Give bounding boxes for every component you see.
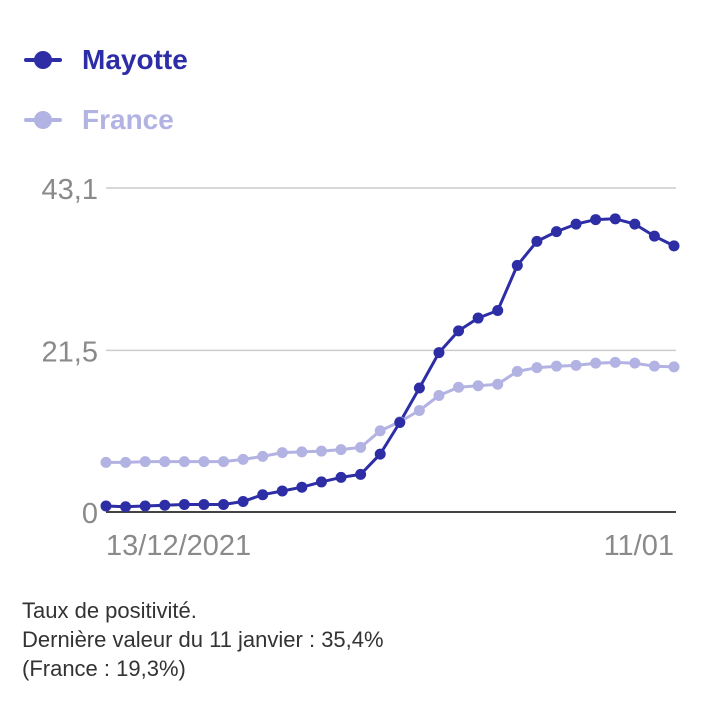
caption-line-3: (France : 19,3%) bbox=[22, 656, 186, 681]
data-point-mayotte bbox=[472, 312, 484, 324]
x-tick-label-end: 11/01 bbox=[604, 530, 674, 562]
data-point-mayotte bbox=[276, 485, 288, 497]
data-point-mayotte bbox=[120, 501, 132, 513]
data-point-mayotte bbox=[178, 498, 190, 510]
data-point-france bbox=[511, 365, 523, 377]
data-point-mayotte bbox=[492, 305, 504, 317]
data-point-france bbox=[335, 444, 347, 456]
data-point-mayotte bbox=[511, 259, 523, 271]
legend-item-mayotte[interactable]: Mayotte bbox=[24, 30, 188, 90]
legend-label-mayotte: Mayotte bbox=[82, 44, 188, 75]
data-point-france bbox=[668, 361, 680, 373]
data-point-france bbox=[218, 456, 230, 468]
data-point-mayotte bbox=[590, 214, 602, 226]
data-point-france bbox=[550, 360, 562, 372]
data-point-france bbox=[433, 389, 445, 401]
data-point-france bbox=[276, 447, 288, 459]
data-point-mayotte bbox=[198, 498, 210, 510]
data-point-france bbox=[159, 456, 171, 468]
data-point-france bbox=[453, 381, 465, 393]
data-point-france bbox=[413, 405, 425, 417]
y-tick-label-0: 0 bbox=[82, 498, 98, 530]
data-point-mayotte bbox=[413, 382, 425, 394]
data-point-mayotte bbox=[355, 468, 367, 480]
chart-caption: Taux de positivité. Dernière valeur du 1… bbox=[22, 596, 384, 683]
data-point-mayotte bbox=[531, 235, 543, 247]
caption-line-2: Dernière valeur du 11 janvier : 35,4% bbox=[22, 627, 384, 652]
data-point-france bbox=[472, 380, 484, 392]
legend-marker-mayotte bbox=[24, 50, 62, 70]
legend-item-france[interactable]: France bbox=[24, 90, 188, 150]
data-point-mayotte bbox=[218, 498, 230, 510]
data-point-france bbox=[609, 356, 621, 368]
data-point-mayotte bbox=[237, 495, 249, 507]
data-point-mayotte bbox=[609, 213, 621, 225]
data-point-mayotte bbox=[257, 489, 269, 501]
data-point-mayotte bbox=[315, 476, 327, 488]
data-point-france bbox=[178, 456, 190, 468]
data-point-mayotte bbox=[159, 499, 171, 511]
data-point-france bbox=[296, 446, 308, 458]
data-point-mayotte bbox=[335, 471, 347, 483]
x-tick-label-start: 13/12/2021 bbox=[106, 530, 251, 562]
legend-label-france: France bbox=[82, 104, 174, 135]
data-point-mayotte bbox=[648, 230, 660, 242]
data-point-mayotte bbox=[570, 218, 582, 230]
data-point-france bbox=[492, 378, 504, 390]
data-point-france bbox=[531, 362, 543, 374]
data-point-france bbox=[139, 456, 151, 468]
data-point-mayotte bbox=[453, 325, 465, 337]
data-point-mayotte bbox=[374, 448, 386, 460]
data-point-france bbox=[120, 456, 132, 468]
data-point-mayotte bbox=[100, 500, 112, 512]
data-point-france bbox=[100, 456, 112, 468]
y-tick-label-2: 43,1 bbox=[42, 174, 98, 206]
data-point-france bbox=[590, 357, 602, 369]
data-point-france bbox=[257, 450, 269, 462]
caption-line-1: Taux de positivité. bbox=[22, 598, 197, 623]
data-point-mayotte bbox=[296, 481, 308, 493]
chart-legend: Mayotte France bbox=[24, 30, 188, 150]
data-point-mayotte bbox=[629, 218, 641, 230]
data-point-france bbox=[355, 441, 367, 453]
data-point-mayotte bbox=[139, 500, 151, 512]
data-point-france bbox=[648, 360, 660, 372]
data-point-france bbox=[629, 357, 641, 369]
data-point-france bbox=[237, 453, 249, 465]
y-tick-label-1: 21,5 bbox=[42, 336, 98, 368]
data-point-france bbox=[198, 456, 210, 468]
data-point-mayotte bbox=[433, 347, 445, 359]
data-point-mayotte bbox=[668, 240, 680, 252]
data-point-mayotte bbox=[550, 226, 562, 238]
data-point-france bbox=[570, 359, 582, 371]
series-line-france bbox=[106, 360, 675, 464]
data-point-france bbox=[315, 445, 327, 457]
data-point-france bbox=[374, 425, 386, 437]
line-chart: 0 21,5 43,1 13/12/2021 11/01 bbox=[42, 174, 680, 562]
data-point-mayotte bbox=[394, 417, 406, 429]
legend-marker-france bbox=[24, 110, 62, 130]
